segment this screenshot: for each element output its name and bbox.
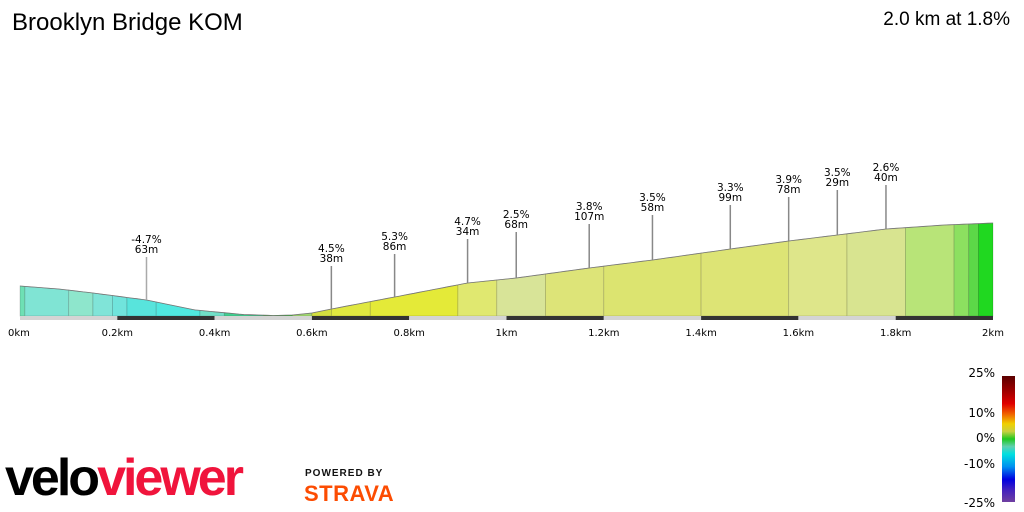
axis-bar-segment bbox=[895, 316, 993, 320]
annotation-gradient: 2.5% bbox=[503, 209, 530, 221]
x-tick-label: 1.4km bbox=[685, 328, 716, 339]
x-tick-label: 1.6km bbox=[783, 328, 814, 339]
x-tick-label: 0.4km bbox=[199, 328, 230, 339]
annotation-gradient: 2.6% bbox=[873, 162, 900, 174]
powered-by-label: POWERED BY bbox=[305, 468, 384, 479]
profile-segment bbox=[968, 223, 979, 317]
axis-bar-segment bbox=[214, 316, 312, 320]
profile-segment bbox=[24, 285, 70, 317]
annotation-gradient: 4.7% bbox=[454, 216, 481, 228]
annotation-gradient: 5.3% bbox=[381, 231, 408, 243]
annotation-length: 34m bbox=[456, 226, 480, 238]
annotation-gradient: 4.5% bbox=[318, 243, 345, 255]
axis-bar-segment bbox=[798, 316, 896, 320]
annotation-length: 78m bbox=[777, 184, 801, 196]
profile-segment bbox=[155, 301, 201, 317]
profile-segment bbox=[68, 289, 94, 317]
annotation-gradient: 3.9% bbox=[775, 174, 802, 186]
profile-segment bbox=[700, 240, 790, 317]
annotation-length: 63m bbox=[135, 244, 159, 256]
x-tick-label: 0.6km bbox=[296, 328, 327, 339]
axis-bar-segment bbox=[603, 316, 702, 320]
annotation-gradient: 3.8% bbox=[576, 201, 603, 213]
distance-axis-bar bbox=[20, 316, 993, 320]
logo-velo: velo bbox=[5, 449, 100, 507]
profile-segment bbox=[788, 233, 848, 317]
annotation-gradient: 3.5% bbox=[824, 167, 851, 179]
profile-segments bbox=[19, 222, 994, 317]
axis-bar-segment bbox=[20, 316, 118, 320]
annotation-length: 29m bbox=[826, 177, 850, 189]
profile-segment bbox=[92, 292, 113, 317]
segment-summary: 2.0 km at 1.8% bbox=[883, 9, 1010, 30]
annotation-length: 86m bbox=[383, 241, 407, 253]
annotation-length: 68m bbox=[504, 219, 528, 231]
annotation-length: 99m bbox=[718, 192, 742, 204]
annotation-length: 40m bbox=[874, 172, 898, 184]
profile-segment bbox=[544, 265, 605, 317]
annotation-length: 107m bbox=[574, 211, 604, 223]
profile-segment bbox=[126, 297, 157, 317]
x-axis-ticks: 0km 0.2km 0.4km 0.6km 0.8km 1km 1.2km 1.4km 1.6k… bbox=[8, 328, 1004, 339]
x-tick-label: 0.2km bbox=[102, 328, 133, 339]
page-title: Brooklyn Bridge KOM bbox=[12, 9, 243, 36]
gradient-annotations: -4.7%63m 4.5%38m 5.3%86m 4.7%34m 2.5%68m 3.8%… bbox=[131, 162, 899, 309]
profile-segment bbox=[953, 223, 970, 317]
axis-bar-segment bbox=[506, 316, 604, 320]
x-tick-label: 1.2km bbox=[588, 328, 619, 339]
strava-logo: STRAVA bbox=[304, 481, 395, 506]
x-tick-label: 1km bbox=[496, 328, 518, 339]
profile-segment bbox=[496, 273, 546, 317]
gradient-legend: 25% 10% 0% -10% -25% bbox=[940, 366, 1024, 512]
x-tick-label: 1.8km bbox=[880, 328, 911, 339]
annotation-length: 38m bbox=[320, 253, 344, 265]
legend-label-neg10: -10% bbox=[963, 457, 995, 471]
profile-segment bbox=[457, 279, 498, 317]
legend-label-neg25: -25% bbox=[963, 496, 995, 510]
legend-label-25: 25% bbox=[968, 366, 995, 380]
profile-segment bbox=[846, 227, 906, 317]
profile-segment bbox=[111, 295, 128, 317]
profile-outline bbox=[19, 222, 994, 316]
profile-segment bbox=[19, 285, 26, 317]
annotation-gradient: -4.7% bbox=[131, 234, 161, 246]
annotation-length: 58m bbox=[641, 202, 665, 214]
gradient-color-bar bbox=[1002, 376, 1015, 502]
x-tick-label: 0.8km bbox=[393, 328, 424, 339]
profile-segment bbox=[904, 224, 955, 317]
profile-segment bbox=[603, 252, 702, 317]
logo-viewer: viewer bbox=[97, 449, 244, 507]
elevation-profile-chart: 0km 0.2km 0.4km 0.6km 0.8km 1km 1.2km 1.4km 1.6k… bbox=[8, 162, 1004, 339]
annotation-gradient: 3.3% bbox=[717, 182, 744, 194]
legend-label-0: 0% bbox=[975, 431, 995, 445]
axis-bar-segment bbox=[117, 316, 215, 320]
x-tick-label: 2km bbox=[982, 328, 1004, 339]
axis-bar-segment bbox=[701, 316, 799, 320]
profile-segment bbox=[977, 222, 994, 317]
axis-bar-segment bbox=[311, 316, 410, 320]
axis-bar-segment bbox=[409, 316, 507, 320]
profile-segment bbox=[369, 284, 459, 317]
legend-label-10: 10% bbox=[968, 406, 995, 420]
x-tick-label: 0km bbox=[8, 328, 30, 339]
profile-segment bbox=[330, 301, 371, 317]
annotation-gradient: 3.5% bbox=[639, 192, 666, 204]
veloviewer-logo: veloviewer bbox=[5, 449, 244, 507]
